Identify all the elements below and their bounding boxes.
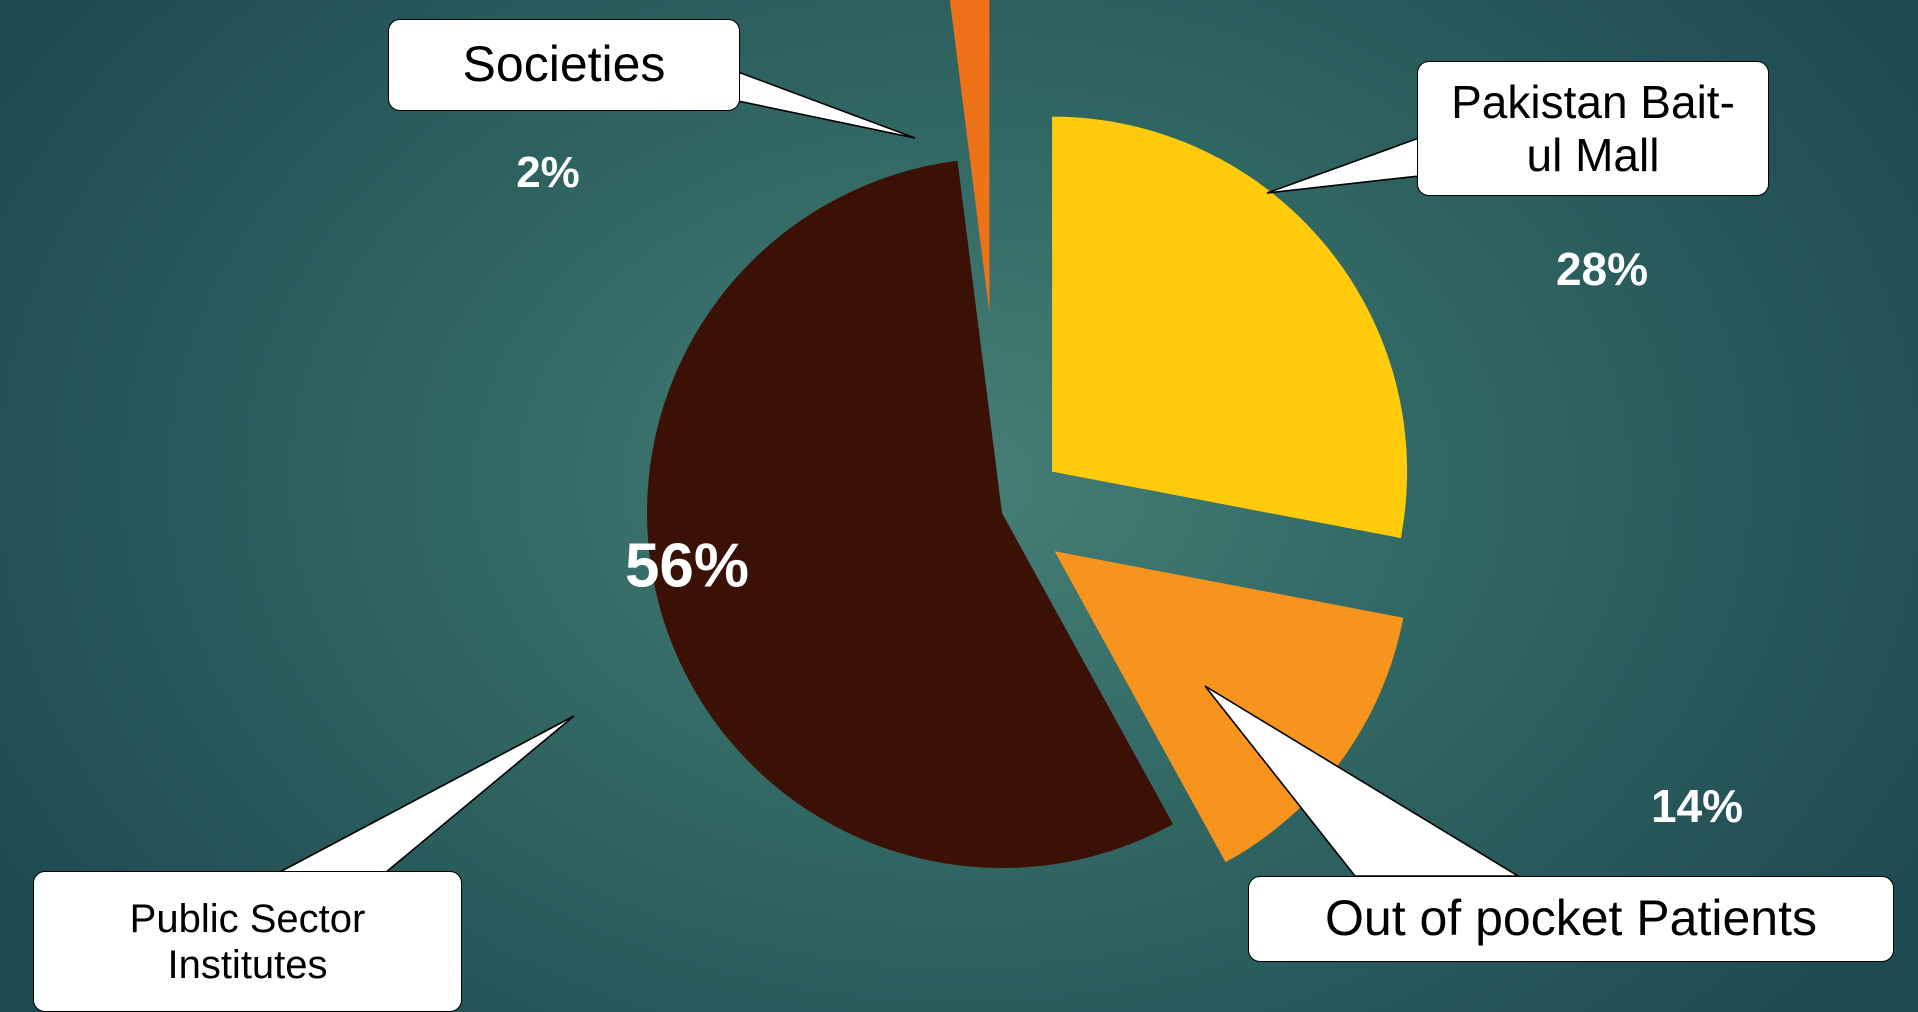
data-label-pakistan-bait-ul-mall: 28% <box>1555 243 1649 295</box>
data-label-societies: 2% <box>516 148 580 197</box>
callout-pointer-pakistan-bait-ul-mall <box>1266 136 1420 194</box>
pie-slice-societies <box>949 0 990 314</box>
data-label-public-sector-institutes: 56% <box>624 531 750 601</box>
callout-pointer-societies <box>737 70 916 139</box>
pie-slice-pakistan-bait-ul-mall <box>1052 116 1408 539</box>
callout-label-societies: Societies <box>388 19 740 111</box>
callout-label-public-sector-institutes: Public Sector Institutes <box>33 871 462 1012</box>
pie-slice-public-sector-institutes <box>646 160 1174 868</box>
callout-label-pakistan-bait-ul-mall: Pakistan Bait-ul Mall <box>1417 61 1769 196</box>
callout-label-out-of-pocket-patients: Out of pocket Patients <box>1248 876 1894 962</box>
data-label-out-of-pocket-patients: 14% <box>1650 780 1744 832</box>
callout-pointer-public-sector-institutes <box>277 715 575 874</box>
